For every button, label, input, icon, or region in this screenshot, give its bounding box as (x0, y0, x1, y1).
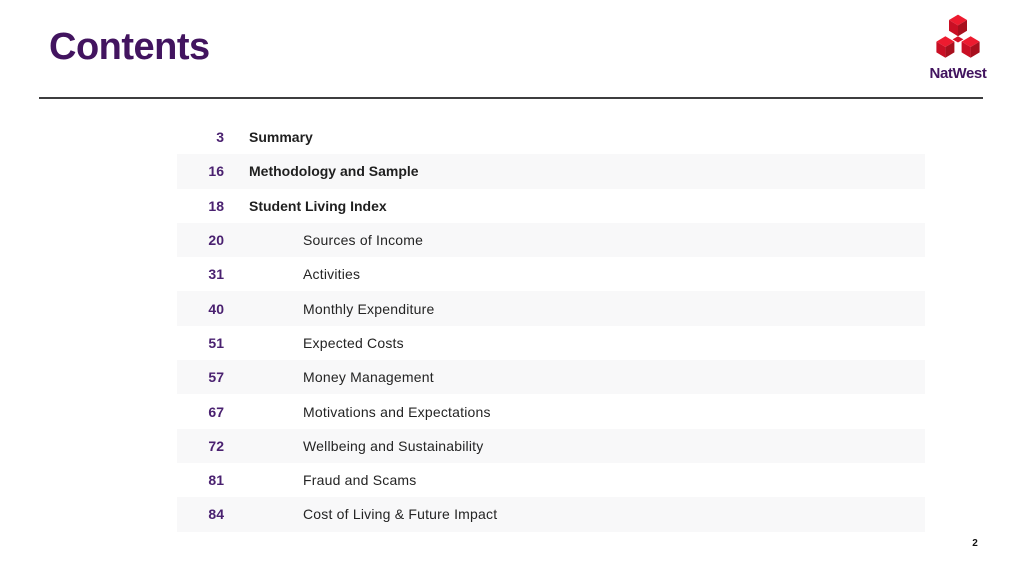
toc-row[interactable]: 57 Money Management (177, 360, 925, 395)
page-title: Contents (49, 26, 210, 68)
toc-label: Motivations and Expectations (303, 403, 491, 420)
toc-label: Money Management (303, 369, 434, 386)
toc-row[interactable]: 84 Cost of Living & Future Impact (177, 497, 925, 532)
toc-row[interactable]: 81 Fraud and Scams (177, 462, 925, 498)
title-divider (39, 97, 983, 99)
toc-page-number: 40 (208, 300, 224, 317)
toc-row[interactable]: 40 Monthly Expenditure (177, 291, 925, 326)
toc-label: Student Living Index (249, 197, 387, 214)
toc-page-number: 31 (208, 266, 224, 283)
toc-row[interactable]: 67 Motivations and Expectations (177, 394, 925, 429)
toc-label: Activities (303, 266, 361, 283)
toc-label: Sources of Income (303, 232, 424, 249)
toc-page-number: 57 (208, 369, 224, 386)
natwest-logo-icon (936, 14, 980, 58)
toc-label: Cost of Living & Future Impact (303, 506, 498, 523)
toc-label: Monthly Expenditure (303, 300, 435, 317)
toc-page-number: 67 (208, 403, 224, 420)
toc-label: Wellbeing and Sustainability (303, 437, 484, 454)
toc-page-number: 51 (208, 334, 224, 351)
toc-row[interactable]: 51 Expected Costs (177, 325, 925, 361)
toc-label: Summary (249, 129, 313, 146)
slide-page-number: 2 (972, 538, 978, 549)
toc-row[interactable]: 72 Wellbeing and Sustainability (177, 428, 925, 463)
toc-page-number: 81 (208, 472, 224, 489)
toc-page-number: 84 (208, 506, 224, 523)
toc-row[interactable]: 18 Student Living Index (177, 188, 925, 223)
brand-block: NatWest (926, 13, 990, 82)
toc-row[interactable]: 20 Sources of Income (177, 222, 925, 258)
toc-label: Methodology and Sample (249, 163, 419, 180)
toc-page-number: 72 (208, 437, 224, 454)
toc-page-number: 16 (208, 163, 224, 180)
toc-page-number: 20 (208, 232, 224, 249)
toc-row[interactable]: 3 Summary (177, 120, 925, 155)
table-of-contents: 3 Summary 16 Methodology and Sample 18 S… (177, 120, 925, 532)
toc-page-number: 18 (208, 197, 224, 214)
toc-label: Fraud and Scams (303, 472, 417, 489)
brand-wordmark: NatWest (929, 65, 987, 82)
toc-row[interactable]: 31 Activities (177, 257, 925, 292)
toc-row[interactable]: 16 Methodology and Sample (177, 154, 925, 189)
toc-page-number: 3 (216, 129, 224, 146)
toc-label: Expected Costs (303, 334, 404, 351)
